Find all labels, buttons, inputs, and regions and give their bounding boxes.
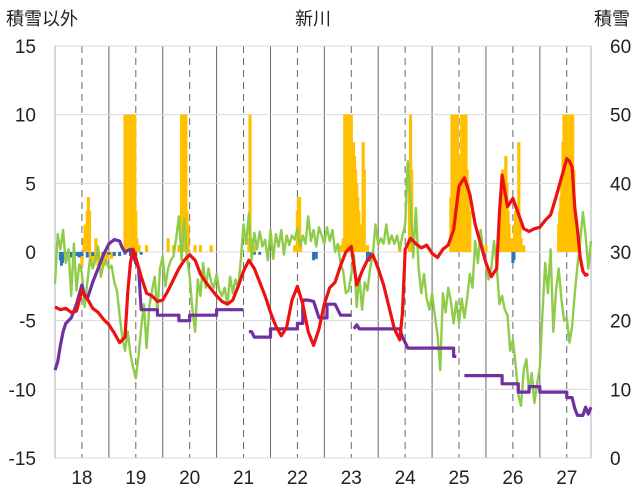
snow-bar (87, 210, 92, 252)
snow-bar (209, 245, 213, 252)
snow-bar (338, 245, 343, 252)
x-tick: 21 (233, 468, 254, 489)
snow-bar (94, 238, 98, 252)
y-tick-right: 10 (610, 380, 631, 401)
y-axis-right: 60 50 40 30 20 10 0 (610, 37, 631, 470)
snow-bar (80, 252, 84, 266)
snow-bar (466, 183, 470, 252)
x-tick: 23 (341, 468, 362, 489)
blue-bar (314, 252, 318, 259)
blue-bar (80, 252, 84, 257)
snow-bar (133, 114, 137, 253)
y-tick-left: 0 (25, 243, 36, 264)
x-tick: 27 (556, 468, 577, 489)
snow-bar (109, 252, 114, 259)
blue-bar (312, 252, 316, 261)
blue-bar (258, 252, 262, 255)
blue-bar (91, 252, 95, 257)
blue-bar (512, 252, 516, 261)
y-tick-right: 60 (610, 37, 631, 58)
snow-bar (509, 238, 513, 252)
y-axis-left-label: 積雪以外 (6, 9, 78, 30)
snow-bar (198, 245, 203, 252)
blue-bar (112, 252, 116, 257)
snow-bar (193, 245, 197, 252)
x-tick: 26 (502, 468, 523, 489)
series-red-line (54, 157, 589, 347)
y-tick-right: 50 (610, 106, 631, 127)
y-tick-right: 20 (610, 312, 631, 333)
blue-bar (62, 252, 66, 258)
snow-bar (522, 245, 526, 252)
snow-bar (252, 245, 256, 252)
y-axis-right-label: 積雪 (594, 9, 630, 30)
series-green-line (53, 160, 593, 407)
snow-bar (341, 238, 345, 252)
y-tick-left: -5 (19, 312, 36, 333)
y-tick-left: 5 (25, 174, 36, 195)
x-tick: 20 (179, 468, 200, 489)
snow-bar (468, 210, 472, 252)
snow-bar (134, 210, 138, 252)
blue-bar (77, 252, 81, 258)
y-tick-left: 15 (15, 37, 36, 58)
y-tick-right: 30 (610, 243, 631, 264)
blue-bar (252, 252, 256, 255)
snow-bar (186, 224, 190, 252)
y-tick-right: 40 (610, 174, 631, 195)
blue-bar (69, 252, 73, 258)
snow-bar (484, 245, 488, 252)
snow-bar (519, 238, 523, 252)
snow-bar (106, 252, 110, 259)
x-tick: 18 (71, 468, 92, 489)
x-tick: 24 (395, 468, 417, 489)
blue-bar (75, 252, 79, 257)
snow-bar (137, 245, 141, 252)
snow-bar (365, 245, 370, 252)
blue-bar (107, 252, 111, 255)
snow-bar (92, 252, 96, 266)
x-tick: 19 (125, 468, 146, 489)
x-axis: 18 19 20 21 22 23 24 25 26 27 (71, 468, 577, 489)
snow-bar (166, 238, 170, 252)
snow-bar (144, 245, 149, 252)
snow-bar (575, 245, 579, 252)
snow-bar (297, 197, 302, 252)
blue-bar (365, 252, 369, 261)
blue-bar (139, 252, 143, 255)
y-tick-left: 10 (15, 106, 36, 127)
snow-bar (358, 238, 362, 252)
blue-bar (85, 252, 89, 258)
snow-bar (104, 252, 108, 266)
bars (58, 114, 579, 266)
lines (53, 157, 593, 417)
snow-bar (184, 114, 188, 253)
blue-bar (128, 252, 132, 257)
y-axis-left: 15 10 5 0 -5 -10 -15 (9, 37, 36, 470)
blue-bar (118, 252, 122, 257)
y-tick-left: -10 (9, 380, 36, 401)
chart-title: 新川 (295, 9, 331, 30)
snow-bar (135, 238, 139, 252)
snow-bar (362, 169, 366, 252)
x-tick: 25 (448, 468, 469, 489)
snow-bar (293, 245, 297, 252)
snow-bar (248, 114, 252, 253)
x-tick: 22 (287, 468, 308, 489)
y-tick-right: 0 (610, 449, 621, 470)
snow-bar (517, 142, 521, 252)
snow-bar (573, 210, 577, 252)
snow-bar (177, 245, 181, 252)
snow-bar (357, 210, 361, 252)
y-tick-left: -15 (9, 449, 36, 470)
